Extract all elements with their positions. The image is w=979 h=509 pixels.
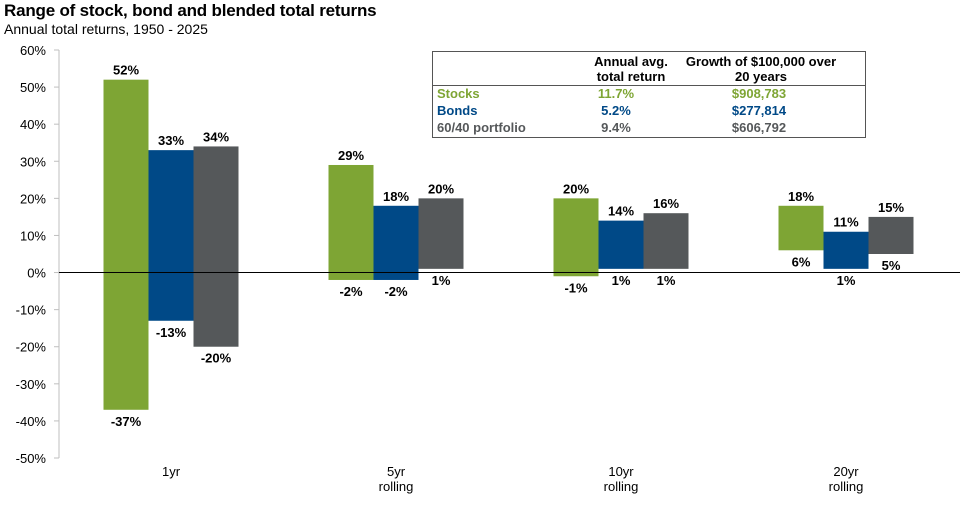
y-tick-label: 0% — [27, 266, 46, 281]
chart-title: Range of stock, bond and blended total r… — [4, 1, 377, 20]
bar-60-40-portfolio — [418, 198, 464, 269]
x-category-label: 1yr — [162, 464, 181, 479]
header-line: Growth of $100,000 over — [685, 54, 837, 69]
table-row-stocks: Stocks 11.7% $908,783 — [433, 85, 865, 102]
data-label-max: 34% — [203, 129, 229, 144]
header-line: total return — [596, 69, 666, 84]
data-label-min: -13% — [156, 325, 187, 340]
y-tick-label: -20% — [16, 340, 47, 355]
y-tick-label: 30% — [20, 154, 46, 169]
table-row-blend: 60/40 portfolio 9.4% $606,792 — [433, 119, 865, 136]
row-avg-return: 5.2% — [601, 103, 631, 118]
data-label-min: -20% — [201, 351, 232, 366]
bar-60-40-portfolio — [868, 216, 914, 254]
bar-stocks — [778, 205, 824, 251]
row-growth: $606,792 — [731, 120, 787, 135]
data-label-min: -2% — [384, 284, 408, 299]
x-category-label: 20yr — [833, 464, 859, 479]
row-label: 60/40 portfolio — [437, 120, 526, 135]
y-tick-label: 50% — [20, 80, 46, 95]
returns-summary-table: Annual avg. total return Growth of $100,… — [432, 51, 866, 138]
y-tick-label: -10% — [16, 303, 47, 318]
header-line: 20 years — [734, 69, 788, 84]
bar-bonds — [148, 150, 194, 321]
data-label-max: 20% — [428, 181, 454, 196]
y-tick-label: 20% — [20, 191, 46, 206]
data-label-min: -2% — [339, 284, 363, 299]
data-label-max: 18% — [788, 189, 814, 204]
x-category-label: rolling — [379, 479, 414, 494]
data-label-max: 20% — [563, 181, 589, 196]
row-avg-return: 11.7% — [597, 86, 635, 101]
y-tick-label: 40% — [20, 117, 46, 132]
bar-bonds — [373, 205, 419, 280]
data-label-max: 33% — [158, 133, 184, 148]
bar-60-40-portfolio — [643, 213, 689, 269]
table-divider — [433, 85, 865, 86]
data-label-min: 5% — [882, 258, 901, 273]
bar-stocks — [103, 79, 149, 410]
y-tick-label: 10% — [20, 228, 46, 243]
data-label-min: 1% — [612, 273, 631, 288]
data-label-max: 14% — [608, 204, 634, 219]
bar-60-40-portfolio — [193, 146, 239, 347]
y-tick-label: 60% — [20, 43, 46, 58]
row-growth: $908,783 — [731, 86, 787, 101]
data-label-max: 11% — [833, 215, 859, 230]
row-growth: $277,814 — [731, 103, 787, 118]
data-label-max: 16% — [653, 196, 679, 211]
x-category-label: rolling — [829, 479, 864, 494]
header-line: Annual avg. — [594, 54, 668, 69]
bar-bonds — [823, 231, 869, 269]
bar-stocks — [553, 198, 599, 277]
row-label: Bonds — [437, 103, 478, 118]
data-label-max: 52% — [113, 63, 139, 78]
data-label-min: 6% — [792, 254, 811, 269]
y-tick-label: -30% — [16, 377, 47, 392]
y-tick-label: -40% — [16, 414, 47, 429]
row-avg-return: 9.4% — [601, 120, 631, 135]
data-label-min: 1% — [432, 273, 451, 288]
x-category-label: 5yr — [387, 464, 406, 479]
chart-subtitle: Annual total returns, 1950 - 2025 — [4, 21, 208, 37]
table-header-growth: Growth of $100,000 over 20 years — [669, 54, 853, 84]
table-row-bonds: Bonds 5.2% $277,814 — [433, 102, 865, 119]
bar-bonds — [598, 220, 644, 269]
data-label-min: -37% — [111, 414, 142, 429]
row-label: Stocks — [437, 86, 480, 101]
y-tick-label: -50% — [16, 451, 47, 466]
x-category-label: rolling — [604, 479, 639, 494]
data-label-max: 29% — [338, 148, 364, 163]
data-label-min: 1% — [657, 273, 676, 288]
data-label-max: 18% — [383, 189, 409, 204]
table-header-avg-return: Annual avg. total return — [573, 54, 689, 84]
data-label-max: 15% — [878, 200, 904, 215]
bar-stocks — [328, 164, 374, 280]
data-label-min: -1% — [564, 280, 588, 295]
data-label-min: 1% — [837, 273, 856, 288]
x-category-label: 10yr — [608, 464, 634, 479]
